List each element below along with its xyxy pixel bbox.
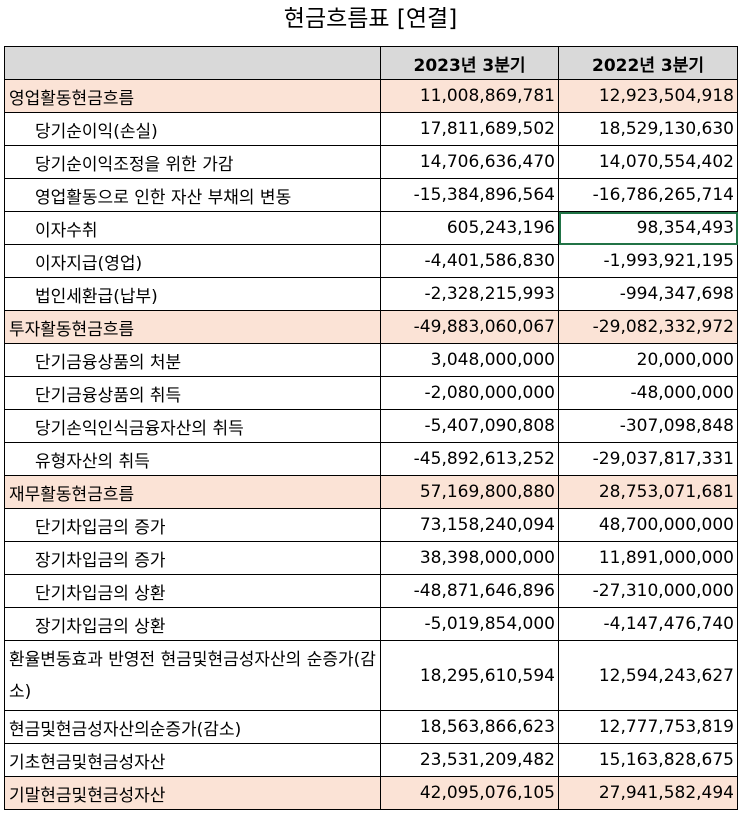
table-row: 영업활동현금흐름 11,008,869,781 12,923,504,918	[4, 79, 738, 113]
value-2022[interactable]: -29,082,332,972	[558, 310, 738, 344]
row-label[interactable]: 단기금융상품의 처분	[4, 343, 381, 377]
row-label[interactable]: 영업활동으로 인한 자산 부채의 변동	[4, 178, 381, 212]
value-2023[interactable]: 3,048,000,000	[380, 343, 559, 377]
table-row: 기초현금및현금성자산 23,531,209,482 15,163,828,675	[4, 743, 738, 777]
value-2022[interactable]: 15,163,828,675	[558, 743, 738, 777]
header-2022[interactable]: 2022년 3분기	[558, 46, 738, 80]
value-2022[interactable]: 48,700,000,000	[558, 508, 738, 542]
value-2022[interactable]: -1,993,921,195	[558, 244, 738, 278]
row-label[interactable]: 단기차입금의 상환	[4, 574, 381, 608]
value-2023[interactable]: -49,883,060,067	[380, 310, 559, 344]
table-row: 단기금융상품의 취득 -2,080,000,000 -48,000,000	[4, 376, 738, 410]
value-2022[interactable]: -994,347,698	[558, 277, 738, 311]
value-2023[interactable]: -4,401,586,830	[380, 244, 559, 278]
row-label[interactable]: 현금및현금성자산의순증가(감소)	[4, 710, 381, 744]
row-label[interactable]: 환율변동효과 반영전 현금및현금성자산의 순증가(감소)	[4, 640, 381, 711]
row-label[interactable]: 유형자산의 취득	[4, 442, 381, 476]
value-2022[interactable]: -48,000,000	[558, 376, 738, 410]
value-2022[interactable]: 27,941,582,494	[558, 776, 738, 810]
row-label[interactable]: 장기차입금의 증가	[4, 541, 381, 575]
table-row: 장기차입금의 증가 38,398,000,000 11,891,000,000	[4, 541, 738, 575]
value-2023[interactable]: 11,008,869,781	[380, 79, 559, 113]
header-label[interactable]	[4, 46, 381, 80]
row-label[interactable]: 재무활동현금흐름	[4, 475, 381, 509]
table-row: 단기차입금의 증가 73,158,240,094 48,700,000,000	[4, 508, 738, 542]
value-2023[interactable]: -2,328,215,993	[380, 277, 559, 311]
value-2023[interactable]: -5,407,090,808	[380, 409, 559, 443]
table-row: 이자지급(영업) -4,401,586,830 -1,993,921,195	[4, 244, 738, 278]
value-2022[interactable]: 20,000,000	[558, 343, 738, 377]
value-2023[interactable]: 73,158,240,094	[380, 508, 559, 542]
table-row: 단기차입금의 상환 -48,871,646,896 -27,310,000,000	[4, 574, 738, 608]
value-2023[interactable]: 605,243,196	[380, 211, 559, 245]
table-row: 당기순이익조정을 위한 가감 14,706,636,470 14,070,554,4…	[4, 145, 738, 179]
table-row: 영업활동으로 인한 자산 부채의 변동 -15,384,896,564 -16,78…	[4, 178, 738, 212]
value-2022[interactable]: 12,923,504,918	[558, 79, 738, 113]
value-2022[interactable]: -4,147,476,740	[558, 607, 738, 641]
value-2023[interactable]: 18,295,610,594	[380, 640, 559, 711]
value-2023[interactable]: -48,871,646,896	[380, 574, 559, 608]
value-2023[interactable]: 57,169,800,880	[380, 475, 559, 509]
row-label[interactable]: 이자지급(영업)	[4, 244, 381, 278]
table-row: 장기차입금의 상환 -5,019,854,000 -4,147,476,740	[4, 607, 738, 641]
table-row: 재무활동현금흐름 57,169,800,880 28,753,071,681	[4, 475, 738, 509]
row-label[interactable]: 투자활동현금흐름	[4, 310, 381, 344]
table-row: 환율변동효과 반영전 현금및현금성자산의 순증가(감소) 18,295,610,5…	[4, 640, 738, 711]
header-row: 2023년 3분기 2022년 3분기	[4, 46, 738, 80]
value-2023[interactable]: -5,019,854,000	[380, 607, 559, 641]
value-2022[interactable]: 14,070,554,402	[558, 145, 738, 179]
table-row: 현금및현금성자산의순증가(감소) 18,563,866,623 12,777,753…	[4, 710, 738, 744]
table-row: 유형자산의 취득 -45,892,613,252 -29,037,817,331	[4, 442, 738, 476]
value-2023[interactable]: -2,080,000,000	[380, 376, 559, 410]
row-label[interactable]: 당기순이익조정을 위한 가감	[4, 145, 381, 179]
value-2022[interactable]: 98,354,493	[558, 211, 738, 245]
row-label[interactable]: 기초현금및현금성자산	[4, 743, 381, 777]
table-row: 당기손익인식금융자산의 취득 -5,407,090,808 -307,098,848	[4, 409, 738, 443]
table-row: 이자수취 605,243,196 98,354,493	[4, 211, 738, 245]
value-2023[interactable]: 42,095,076,105	[380, 776, 559, 810]
table-row: 당기순이익(손실) 17,811,689,502 18,529,130,630	[4, 112, 738, 146]
cash-flow-table: 2023년 3분기 2022년 3분기 영업활동현금흐름 11,008,869,7…	[4, 46, 738, 810]
value-2023[interactable]: 23,531,209,482	[380, 743, 559, 777]
value-2023[interactable]: -45,892,613,252	[380, 442, 559, 476]
value-2022[interactable]: 12,777,753,819	[558, 710, 738, 744]
row-label[interactable]: 단기차입금의 증가	[4, 508, 381, 542]
header-2023[interactable]: 2023년 3분기	[380, 46, 559, 80]
row-label[interactable]: 당기순이익(손실)	[4, 112, 381, 146]
value-2023[interactable]: 17,811,689,502	[380, 112, 559, 146]
value-2022[interactable]: 11,891,000,000	[558, 541, 738, 575]
row-label[interactable]: 당기손익인식금융자산의 취득	[4, 409, 381, 443]
value-2022[interactable]: -29,037,817,331	[558, 442, 738, 476]
row-label[interactable]: 이자수취	[4, 211, 381, 245]
table-row: 투자활동현금흐름 -49,883,060,067 -29,082,332,972	[4, 310, 738, 344]
table-title: 현금흐름표 [연결]	[283, 6, 458, 32]
value-2023[interactable]: 38,398,000,000	[380, 541, 559, 575]
row-label[interactable]: 영업활동현금흐름	[4, 79, 381, 113]
table-row: 기말현금및현금성자산 42,095,076,105 27,941,582,494	[4, 776, 738, 810]
value-2022[interactable]: -27,310,000,000	[558, 574, 738, 608]
value-2023[interactable]: 14,706,636,470	[380, 145, 559, 179]
value-2022[interactable]: 12,594,243,627	[558, 640, 738, 711]
value-2022[interactable]: -307,098,848	[558, 409, 738, 443]
value-2023[interactable]: 18,563,866,623	[380, 710, 559, 744]
value-2023[interactable]: -15,384,896,564	[380, 178, 559, 212]
value-2022[interactable]: 28,753,071,681	[558, 475, 738, 509]
table-row: 법인세환급(납부) -2,328,215,993 -994,347,698	[4, 277, 738, 311]
row-label[interactable]: 법인세환급(납부)	[4, 277, 381, 311]
row-label[interactable]: 기말현금및현금성자산	[4, 776, 381, 810]
row-label[interactable]: 단기금융상품의 취득	[4, 376, 381, 410]
row-label[interactable]: 장기차입금의 상환	[4, 607, 381, 641]
value-2022[interactable]: 18,529,130,630	[558, 112, 738, 146]
table-row: 단기금융상품의 처분 3,048,000,000 20,000,000	[4, 343, 738, 377]
value-2022[interactable]: -16,786,265,714	[558, 178, 738, 212]
